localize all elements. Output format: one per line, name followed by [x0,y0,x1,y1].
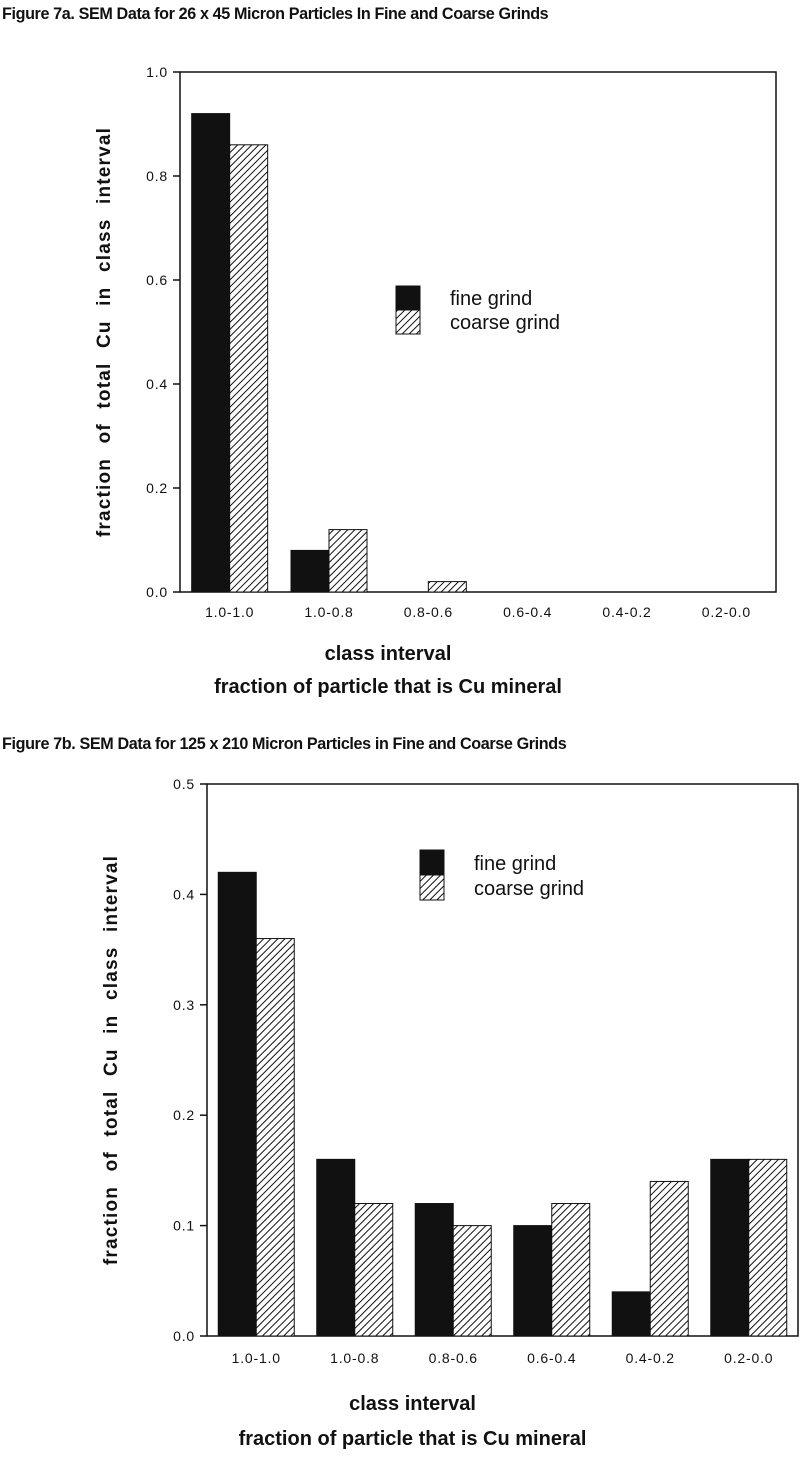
bar-fine-grind [217,871,257,1337]
y-tick-label: 0.4 [146,376,168,392]
y-tick-label: 0.2 [146,480,168,496]
figure-7b-title: Figure 7b. SEM Data for 125 x 210 Micron… [2,734,567,753]
legend-label-coarse-grind: coarse grind [450,312,560,334]
bar-coarse-grind [354,1203,394,1337]
legend-label-fine-grind: fine grind [474,853,556,875]
y-tick-label: 0.0 [173,1328,195,1344]
y-tick-label: 0.5 [173,776,195,792]
bar-coarse-grind [328,529,368,593]
figure-7a: Figure 7a. SEM Data for 26 x 45 Micron P… [0,0,800,720]
x-tick-label: 0.2-0.0 [724,1350,773,1366]
y-axis-label: fraction of total Cu in class interval [101,855,122,1265]
y-tick-label: 0.8 [146,168,168,184]
bar-fine-grind [290,549,330,593]
x-axis-sublabel: fraction of particle that is Cu mineral [214,676,562,698]
x-tick-label: 0.4-0.2 [626,1350,675,1366]
figure-7a-title: Figure 7a. SEM Data for 26 x 45 Micron P… [2,4,549,23]
x-tick-label: 0.4-0.2 [602,604,651,620]
x-tick-label: 1.0-0.8 [330,1350,379,1366]
y-tick-label: 0.1 [173,1218,195,1234]
legend-swatch-fine-grind [419,849,445,876]
legend-label-fine-grind: fine grind [450,288,532,310]
x-tick-label: 0.2-0.0 [702,604,751,620]
y-tick-label: 0.2 [173,1107,195,1123]
x-axis-label: class interval [349,1393,476,1415]
bar-coarse-grind [748,1158,788,1337]
figure-7b-chart: 0.0 0.1 0.2 0.3 0.4 0.5 1.0-1.0 1.0-0.8 0.8-0.6 0… [101,776,799,1450]
y-tick-label: 0.6 [146,272,168,288]
x-axis-sublabel: fraction of particle that is Cu mineral [239,1428,587,1450]
y-tick-label: 0.0 [146,584,168,600]
bar-coarse-grind [452,1225,492,1337]
x-tick-label: 0.6-0.4 [527,1350,576,1366]
figure-7a-chart: 0.0 0.2 0.4 0.6 0.8 1.0 1.0-1.0 1.0-0.8 0.8-0.6 0… [94,64,777,698]
bar-coarse-grind [551,1203,591,1337]
bar-coarse-grind [255,938,295,1337]
x-tick-label: 0.8-0.6 [429,1350,478,1366]
figure-7b: Figure 7b. SEM Data for 125 x 210 Micron… [0,728,800,1466]
bar-coarse-grind [649,1180,689,1337]
x-tick-label: 0.6-0.4 [503,604,552,620]
bar-fine-grind [611,1291,651,1337]
legend-label-coarse-grind: coarse grind [474,878,584,900]
legend-swatch-coarse-grind [419,874,445,901]
y-axis-label: fraction of total Cu in class interval [94,127,115,537]
bar-fine-grind [710,1158,750,1337]
x-tick-label: 1.0-0.8 [304,604,353,620]
x-axis-label: class interval [325,643,452,665]
x-tick-label: 1.0-1.0 [232,1350,281,1366]
legend-swatch-coarse-grind [395,309,421,335]
legend-swatch-fine-grind [395,285,421,311]
plot-frame [179,71,777,593]
bar-fine-grind [316,1158,356,1337]
bar-fine-grind [513,1225,553,1337]
y-tick-label: 0.3 [173,997,195,1013]
y-tick-label: 0.4 [173,886,195,902]
plot-frame [206,783,799,1337]
bar-fine-grind [191,113,231,593]
bar-coarse-grind [427,581,467,593]
x-tick-label: 0.8-0.6 [404,604,453,620]
y-tick-label: 1.0 [146,64,168,80]
x-tick-label: 1.0-1.0 [205,604,254,620]
bar-coarse-grind [229,144,269,593]
bar-fine-grind [414,1203,454,1337]
